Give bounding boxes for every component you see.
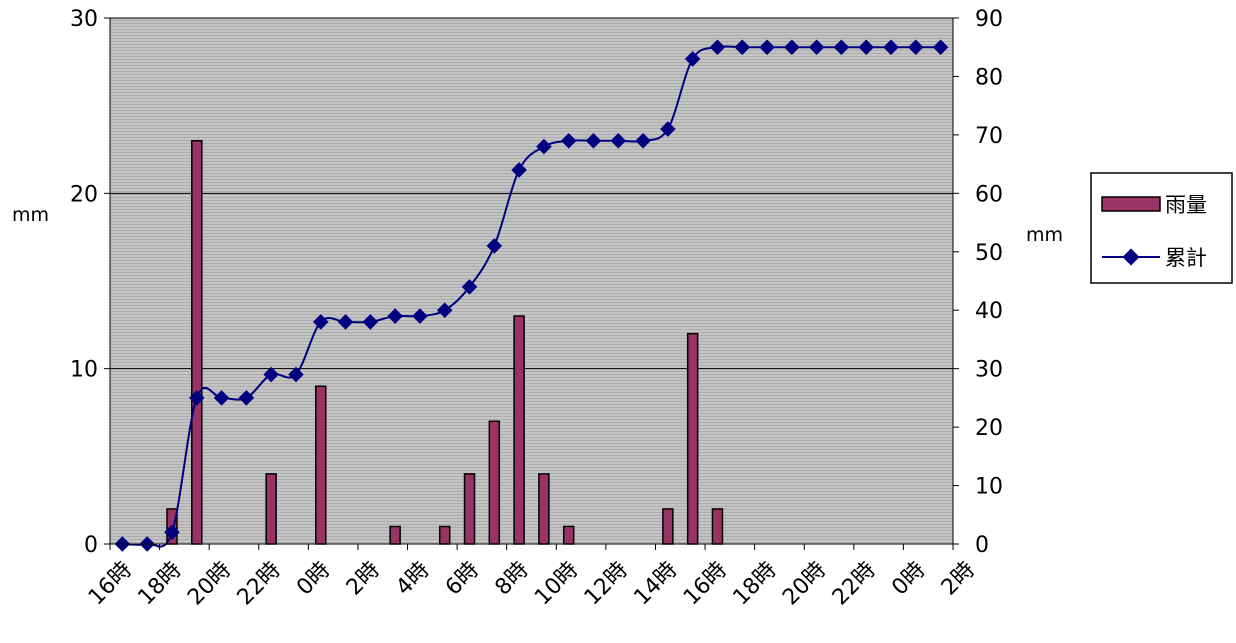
rainfall-bar — [562, 525, 575, 545]
legend-label-rainfall: 雨量 — [1165, 193, 1207, 217]
cumulative-point — [213, 390, 230, 406]
legend: 雨量 累計 — [1090, 172, 1233, 284]
cumulative-point — [238, 390, 255, 406]
x-tick-label: 0時 — [887, 557, 930, 600]
cumulative-point — [486, 238, 503, 254]
x-tick-label: 12時 — [580, 557, 633, 610]
left-tick-label: 30 — [70, 7, 98, 32]
rainfall-bar — [488, 420, 501, 545]
x-tick-label: 14時 — [629, 557, 682, 610]
left-tick-label: 20 — [70, 182, 98, 207]
right-tick-label: 30 — [975, 358, 1003, 383]
x-tick-label: 10時 — [530, 557, 583, 610]
right-axis-unit: mm — [1026, 224, 1063, 246]
cumulative-point — [511, 162, 527, 178]
legend-box — [1090, 172, 1233, 284]
legend-label-cumulative: 累計 — [1165, 246, 1207, 270]
rainfall-bar — [463, 473, 476, 545]
right-tick-label: 70 — [975, 124, 1003, 149]
x-tick-label: 20時 — [778, 557, 831, 610]
left-axis-ticks: 0 10 20 30 — [70, 7, 110, 558]
rainfall-bar — [711, 508, 724, 545]
legend-swatch-rainfall — [1101, 196, 1161, 212]
x-tick-label: 0時 — [292, 557, 335, 600]
right-tick-label: 80 — [975, 65, 1003, 90]
cumulative-point — [189, 390, 205, 406]
cumulative-point — [635, 132, 651, 149]
right-tick-label: 40 — [975, 299, 1003, 324]
x-tick-label: 20時 — [183, 557, 236, 610]
right-tick-label: 50 — [975, 241, 1003, 266]
x-tick-label: 16時 — [679, 557, 732, 610]
rainfall-bar — [686, 332, 699, 545]
rainfall-bar — [389, 525, 401, 545]
cumulative-point — [164, 524, 180, 541]
rainfall-bar — [315, 385, 327, 545]
right-tick-label: 60 — [975, 182, 1003, 207]
right-tick-label: 0 — [975, 533, 989, 558]
x-tick-label: 6時 — [441, 557, 484, 600]
x-tick-label: 22時 — [233, 557, 286, 610]
rainfall-bar — [191, 139, 203, 545]
x-tick-label: 18時 — [729, 557, 782, 610]
cumulative-point — [610, 132, 627, 149]
x-tick-label: 8時 — [491, 557, 534, 600]
right-tick-label: 90 — [975, 7, 1003, 32]
x-tick-label: 2時 — [342, 557, 385, 600]
rainfall-bar — [662, 508, 674, 545]
x-tick-label: 4時 — [391, 557, 434, 600]
left-axis-unit: mm — [12, 204, 49, 226]
right-axis-ticks: 0 10 20 30 40 50 60 70 80 90 — [953, 7, 1003, 558]
rainfall-bar — [538, 473, 550, 545]
left-tick-label: 10 — [70, 358, 98, 383]
rainfall-bar — [513, 315, 525, 545]
rainfall-bar — [438, 525, 451, 545]
cumulative-point — [560, 132, 577, 149]
x-tick-label: 16時 — [84, 557, 137, 610]
x-tick-label: 2時 — [937, 557, 980, 600]
right-tick-label: 20 — [975, 416, 1003, 441]
cumulative-point — [536, 138, 552, 155]
cumulative-point — [585, 132, 602, 149]
x-tick-label: 22時 — [828, 557, 881, 610]
right-tick-label: 10 — [975, 475, 1003, 500]
plot-area — [110, 18, 953, 544]
left-tick-label: 0 — [84, 533, 98, 558]
gridlines — [110, 17, 953, 370]
rainfall-bar — [265, 473, 277, 545]
x-tick-label: 18時 — [134, 557, 187, 610]
